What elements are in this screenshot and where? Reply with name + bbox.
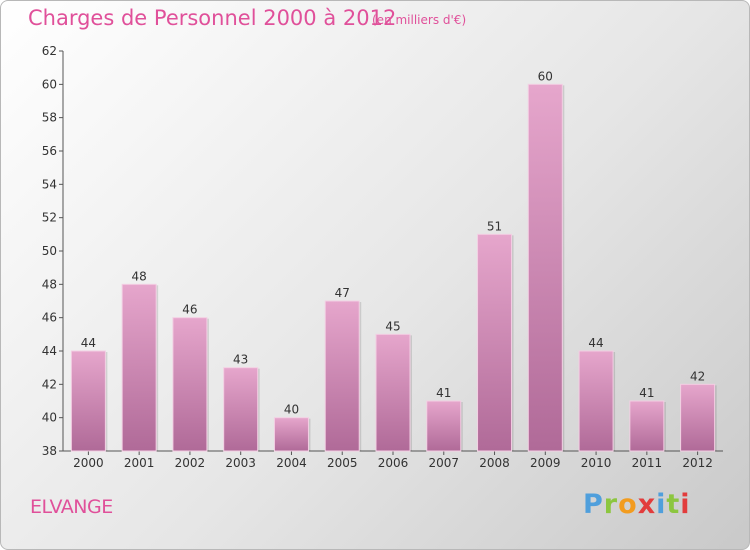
chart-title: Charges de Personnel 2000 à 2012 xyxy=(28,6,397,30)
axes: 38 40 42 44 46 48 50 52 54 56 58 60 62 2000 2001 2002 20… xyxy=(42,44,723,470)
bar-value-label: 47 xyxy=(335,286,350,300)
bar-value-label: 48 xyxy=(132,269,147,283)
bar xyxy=(527,83,563,452)
commune-name: ELVANGE xyxy=(30,496,113,518)
y-tick-label: 46 xyxy=(42,311,57,325)
bar-value-label: 40 xyxy=(284,403,299,417)
chart-subtitle: (en milliers d'€) xyxy=(372,13,467,27)
y-tick-label: 50 xyxy=(42,244,57,258)
bar-value-label: 46 xyxy=(182,303,197,317)
y-tick-label: 62 xyxy=(42,44,57,58)
bar xyxy=(223,367,259,452)
bar-value-label: 44 xyxy=(588,336,603,350)
y-tick-label: 44 xyxy=(42,344,57,358)
y-tick-label: 38 xyxy=(42,444,57,458)
bar xyxy=(426,400,462,452)
x-tick-label: 2002 xyxy=(175,456,206,470)
proxiti-logo[interactable]: Proxiti xyxy=(583,489,691,520)
bar xyxy=(324,300,360,452)
logo-letter: P xyxy=(583,489,604,520)
x-tick-label: 2012 xyxy=(682,456,713,470)
y-tick-label: 56 xyxy=(42,144,57,158)
x-tick-label: 2007 xyxy=(428,456,459,470)
x-tick-label: 2009 xyxy=(530,456,561,470)
y-tick-label: 52 xyxy=(42,211,57,225)
bar-value-label: 43 xyxy=(233,353,248,367)
logo-letter: t xyxy=(666,489,681,520)
bar xyxy=(375,333,411,452)
y-tick-label: 40 xyxy=(42,411,57,425)
y-tick-label: 54 xyxy=(42,177,57,191)
x-tick-label: 2000 xyxy=(73,456,104,470)
x-tick-label: 2011 xyxy=(632,456,663,470)
y-tick-label: 58 xyxy=(42,111,57,125)
bar xyxy=(629,400,665,452)
y-tick-label: 42 xyxy=(42,377,57,391)
bars xyxy=(70,83,717,452)
bar xyxy=(273,417,309,452)
logo-letter: i xyxy=(680,489,691,520)
logo-letter: r xyxy=(603,489,619,520)
x-tick-label: 2006 xyxy=(378,456,409,470)
logo-letter: x xyxy=(637,489,657,520)
y-tick-label: 60 xyxy=(42,77,57,91)
x-tick-label: 2005 xyxy=(327,456,358,470)
x-tick-label: 2010 xyxy=(581,456,612,470)
x-tick-label: 2008 xyxy=(479,456,510,470)
bar-value-label: 51 xyxy=(487,219,502,233)
logo-letter: i xyxy=(656,489,667,520)
bar-value-label: 41 xyxy=(639,386,654,400)
bar xyxy=(680,383,716,452)
x-tick-label: 2003 xyxy=(225,456,256,470)
bar-value-label: 44 xyxy=(81,336,96,350)
bar xyxy=(121,283,157,452)
bar xyxy=(172,317,208,452)
bar xyxy=(477,233,513,452)
bar-value-label: 60 xyxy=(538,69,553,83)
x-tick-label: 2001 xyxy=(124,456,155,470)
bar xyxy=(70,350,106,452)
x-tick-label: 2004 xyxy=(276,456,307,470)
bar-value-label: 45 xyxy=(385,319,400,333)
logo-letter: o xyxy=(618,489,638,520)
bar-value-label: 41 xyxy=(436,386,451,400)
y-tick-label: 48 xyxy=(42,277,57,291)
bar-value-label: 42 xyxy=(690,369,705,383)
bar xyxy=(578,350,614,452)
data-labels: 44 48 46 43 40 47 45 41 51 60 44 41 42 xyxy=(81,69,706,416)
